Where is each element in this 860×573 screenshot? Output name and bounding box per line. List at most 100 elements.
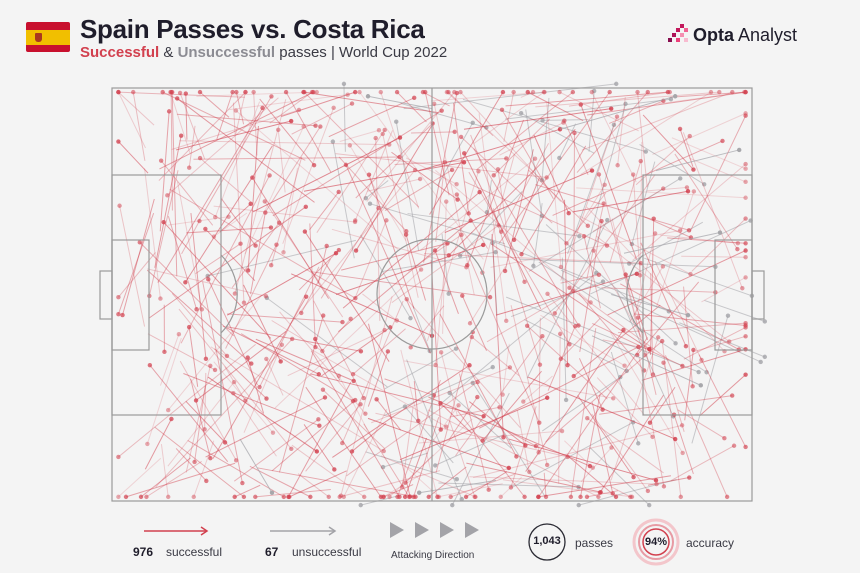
unsuccessful-pass-line <box>541 97 550 181</box>
successful-pass-line <box>564 199 569 366</box>
successful-pass-line <box>139 241 234 337</box>
unsuccessful-pass-end <box>493 249 498 255</box>
successful-pass-end <box>687 475 692 480</box>
successful-pass-end <box>263 210 268 215</box>
successful-pass-line <box>463 108 612 130</box>
successful-pass-end <box>629 494 635 500</box>
successful-pass-end <box>596 494 601 500</box>
successful-pass-end <box>588 300 593 305</box>
unsuccessful-pass-end <box>531 263 536 269</box>
successful-pass-end <box>578 494 583 500</box>
successful-pass-line <box>617 322 746 334</box>
successful-pass-end <box>436 494 442 500</box>
successful-pass-line <box>272 110 442 217</box>
successful-pass-end <box>537 362 543 367</box>
successful-pass-end <box>197 89 203 95</box>
successful-pass-line <box>257 467 416 498</box>
successful-pass-end <box>504 318 509 324</box>
successful-pass-line <box>169 91 191 154</box>
successful-pass-line <box>607 250 746 316</box>
successful-pass-end <box>565 362 570 368</box>
successful-pass-line <box>149 364 229 463</box>
right-penalty-arc <box>626 254 644 334</box>
successful-pass-line <box>219 203 252 233</box>
unsuccessful-pass-end <box>762 354 767 360</box>
successful-pass-line <box>368 174 415 309</box>
successful-pass-end <box>262 199 267 204</box>
successful-pass-end <box>145 441 150 447</box>
successful-pass-line <box>181 220 200 255</box>
successful-pass-line <box>178 308 292 450</box>
successful-pass-line <box>146 269 252 364</box>
successful-pass-end <box>350 398 356 404</box>
successful-pass-line <box>305 404 361 472</box>
successful-pass-end <box>472 494 477 500</box>
successful-pass-end <box>475 379 480 385</box>
successful-pass-line <box>403 360 614 399</box>
successful-pass-end <box>435 494 440 500</box>
successful-pass-line <box>481 154 515 273</box>
successful-pass-line <box>185 400 226 443</box>
successful-pass-line <box>533 134 570 214</box>
unsuccessful-pass-end <box>605 217 610 223</box>
successful-pass-end <box>416 418 421 424</box>
successful-pass-line <box>309 191 340 231</box>
successful-pass-end <box>691 167 696 172</box>
successful-pass-end <box>224 353 230 359</box>
successful-pass-line <box>546 102 562 268</box>
successful-pass-line <box>499 122 564 156</box>
unsuccessful-pass-line <box>492 242 498 316</box>
successful-pass-end <box>614 114 620 119</box>
pitch-markings <box>99 87 765 502</box>
successful-pass-end <box>395 494 400 500</box>
successful-pass-line <box>422 91 450 107</box>
successful-pass-end <box>486 487 491 492</box>
successful-pass-line <box>460 136 553 224</box>
successful-pass-line <box>437 483 503 498</box>
successful-pass-end <box>507 365 513 370</box>
unsuccessful-pass-line <box>239 438 273 493</box>
successful-pass-line <box>633 313 746 326</box>
unsuccessful-pass-line <box>441 233 450 294</box>
successful-pass-end <box>158 296 163 301</box>
successful-pass-line <box>476 91 574 171</box>
successful-pass-line <box>466 462 601 493</box>
successful-pass-end <box>743 255 748 260</box>
successful-pass-line <box>144 168 161 299</box>
spain-flag-icon <box>26 22 70 52</box>
successful-pass-line <box>202 281 243 484</box>
attacking-direction-arrows-icon <box>390 522 479 538</box>
successful-pass-end <box>542 89 547 95</box>
successful-pass-line <box>535 184 690 231</box>
successful-pass-line <box>380 91 420 209</box>
successful-pass-end <box>276 127 281 133</box>
successful-pass-end <box>559 428 565 434</box>
successful-pass-end <box>678 228 683 233</box>
successful-pass-line <box>427 409 599 498</box>
successful-pass-line <box>270 156 303 266</box>
successful-pass-line <box>213 361 274 433</box>
successful-pass-end <box>320 348 325 354</box>
successful-pass-end <box>336 189 341 195</box>
successful-pass-end <box>289 118 294 124</box>
successful-pass-end <box>449 167 455 173</box>
unsuccessful-pass-line <box>365 451 457 480</box>
successful-pass-end <box>231 390 236 396</box>
successful-pass-end <box>598 489 603 495</box>
successful-pass-line <box>469 266 506 324</box>
subtitle-unsuccessful: Unsuccessful <box>177 44 276 61</box>
successful-pass-end <box>735 246 740 252</box>
successful-pass-line <box>247 125 259 271</box>
unsuccessful-pass-line <box>406 359 463 500</box>
successful-pass-line <box>404 437 427 498</box>
successful-pass-end <box>446 89 451 95</box>
successful-count: 976 <box>133 545 154 559</box>
successful-pass-line <box>322 389 386 450</box>
successful-pass-line <box>573 132 575 324</box>
successful-pass-end <box>498 494 503 500</box>
successful-pass-line <box>162 91 306 161</box>
successful-pass-end <box>289 446 294 452</box>
unsuccessful-pass-line <box>360 234 411 319</box>
successful-pass-end <box>203 226 208 232</box>
successful-pass-line <box>640 242 687 347</box>
